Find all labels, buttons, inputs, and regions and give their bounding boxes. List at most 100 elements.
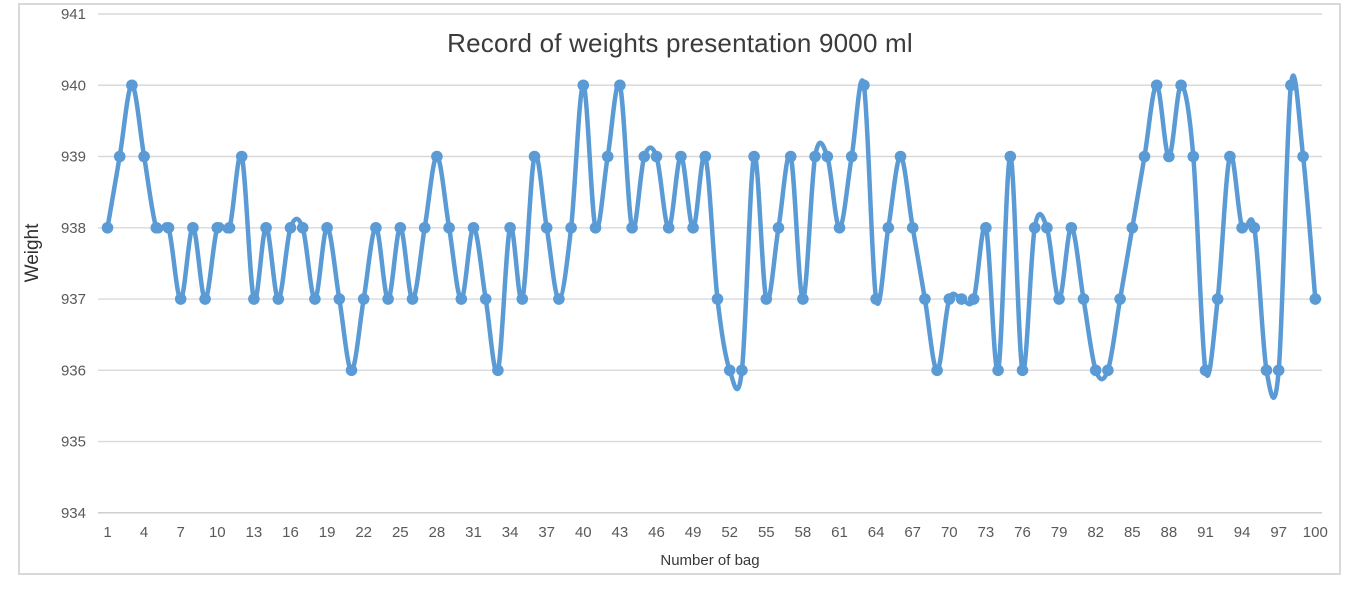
data-point: [138, 150, 150, 163]
data-point: [870, 293, 882, 305]
data-point: [370, 221, 382, 234]
x-tick-label: 70: [941, 524, 958, 541]
data-point: [284, 221, 297, 234]
data-point: [821, 150, 834, 163]
x-tick-label: 73: [978, 524, 995, 541]
data-point: [833, 221, 846, 234]
data-point: [931, 364, 943, 377]
data-point: [748, 150, 760, 163]
x-axis-title: Number of bag: [660, 552, 760, 569]
data-point: [467, 221, 480, 234]
data-point: [187, 221, 199, 234]
data-point: [528, 150, 541, 163]
data-point: [784, 150, 797, 163]
data-point: [540, 221, 553, 234]
data-point: [919, 293, 931, 305]
data-point: [345, 364, 358, 377]
data-point: [1272, 364, 1285, 377]
data-point: [272, 293, 285, 305]
data-point: [479, 293, 492, 305]
x-tick-label: 52: [721, 524, 738, 541]
data-point: [1114, 293, 1126, 305]
x-tick-label: 13: [246, 524, 263, 541]
data-point: [614, 79, 626, 92]
data-point: [260, 221, 272, 234]
data-point: [736, 364, 748, 377]
data-point: [248, 293, 260, 305]
x-tick-label: 40: [575, 524, 592, 541]
data-point: [626, 221, 638, 234]
x-tick-label: 16: [282, 524, 299, 541]
x-tick-label: 100: [1303, 524, 1328, 541]
y-tick-label: 939: [61, 149, 86, 166]
data-point: [235, 150, 248, 163]
data-point: [418, 221, 431, 234]
data-point: [662, 221, 675, 234]
data-point: [126, 79, 138, 92]
data-point: [1077, 293, 1090, 305]
y-tick-label: 937: [61, 291, 86, 308]
data-point: [1199, 364, 1212, 377]
data-point: [333, 293, 346, 305]
x-tick-label: 94: [1234, 524, 1251, 541]
data-point: [1187, 150, 1200, 163]
data-point: [431, 150, 443, 163]
data-point: [504, 221, 516, 234]
x-tick-label: 76: [1014, 524, 1031, 541]
x-tick-label: 37: [538, 524, 555, 541]
data-point: [1248, 221, 1261, 234]
data-point: [845, 150, 858, 163]
data-point: [1004, 150, 1017, 163]
data-point: [443, 221, 455, 234]
x-tick-label: 10: [209, 524, 226, 541]
y-tick-label: 936: [61, 362, 86, 379]
data-point: [516, 293, 529, 305]
data-point: [601, 150, 614, 163]
x-tick-label: 64: [868, 524, 885, 541]
data-point: [1065, 221, 1078, 234]
data-point: [1309, 293, 1322, 305]
data-point: [1028, 221, 1041, 234]
data-point: [1150, 79, 1163, 92]
x-tick-label: 67: [904, 524, 921, 541]
data-point: [162, 221, 175, 234]
data-point: [1236, 221, 1248, 234]
x-tick-label: 49: [685, 524, 702, 541]
data-point: [760, 293, 773, 305]
data-point: [199, 293, 211, 305]
data-point: [699, 150, 712, 163]
x-tick-label: 34: [502, 524, 519, 541]
data-point: [943, 293, 956, 305]
x-tick-label: 25: [392, 524, 409, 541]
x-tick-label: 79: [1051, 524, 1068, 541]
data-point: [809, 150, 821, 163]
x-tick-label: 1: [103, 524, 111, 541]
data-point: [687, 221, 699, 234]
y-axis-title: Weight: [22, 223, 43, 283]
data-point: [211, 221, 224, 234]
data-point: [406, 293, 419, 305]
data-point: [1016, 364, 1029, 377]
x-tick-label: 4: [140, 524, 148, 541]
data-point: [967, 293, 980, 305]
x-tick-label: 61: [831, 524, 848, 541]
x-tick-label: 88: [1161, 524, 1178, 541]
data-point: [772, 221, 785, 234]
x-tick-label: 19: [319, 524, 336, 541]
data-point: [1126, 221, 1139, 234]
data-point: [1211, 293, 1224, 305]
data-point: [1102, 364, 1114, 377]
data-point: [321, 221, 333, 234]
data-point: [1260, 364, 1273, 377]
x-tick-label: 82: [1087, 524, 1104, 541]
data-point: [1224, 150, 1236, 163]
data-point: [1175, 79, 1187, 92]
x-tick-label: 85: [1124, 524, 1141, 541]
y-tick-label: 938: [61, 220, 86, 237]
x-tick-label: 43: [612, 524, 629, 541]
chart-title: Record of weights presentation 9000 ml: [447, 28, 913, 58]
data-point: [174, 293, 187, 305]
data-point: [150, 221, 163, 234]
